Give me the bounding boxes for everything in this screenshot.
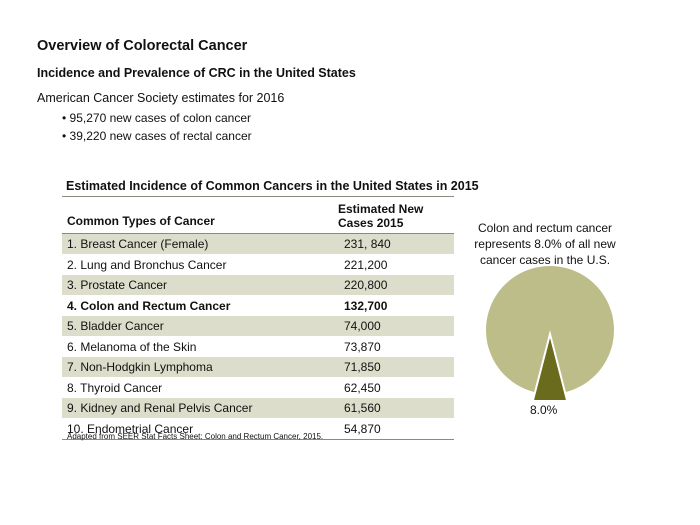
pie-slice-colorectal	[534, 338, 566, 400]
cases-cell: 61,560	[344, 401, 381, 415]
col-header-type: Common Types of Cancer	[67, 214, 215, 228]
pie-slice-other	[486, 266, 614, 392]
table-bottom-border	[62, 439, 454, 440]
cases-cell: 221,200	[344, 257, 388, 272]
cases-cell: 220,800	[344, 278, 388, 292]
table-row: 4. Colon and Rectum Cancer 132,700	[62, 296, 454, 316]
page-subtitle: Incidence and Prevalence of CRC in the U…	[37, 66, 356, 80]
cases-cell: 71,850	[344, 360, 381, 374]
intro-text: American Cancer Society estimates for 20…	[37, 91, 285, 105]
pie-caption-line2: represents 8.0% of all new	[474, 237, 616, 251]
pie-chart	[486, 266, 614, 400]
pie-percent-label: 8.0%	[530, 403, 558, 417]
page-title: Overview of Colorectal Cancer	[37, 38, 248, 54]
table-row: 1. Breast Cancer (Female) 231, 840	[62, 234, 454, 255]
cases-cell: 74,000	[344, 319, 381, 333]
cancer-type-cell: 1. Breast Cancer (Female)	[67, 237, 209, 251]
col-header-cases-line1: Estimated New	[338, 202, 424, 216]
source-note: Adapted from SEER Stat Facts Sheet: Colo…	[67, 432, 324, 441]
table-row: 10. Endometrial Cancer 54,870	[62, 419, 454, 439]
cancer-type-cell: 3. Prostate Cancer	[67, 278, 168, 292]
table-row: 8. Thyroid Cancer 62,450	[62, 378, 454, 398]
cancer-type-cell: 4. Colon and Rectum Cancer	[67, 298, 231, 313]
cancer-type-cell: 8. Thyroid Cancer	[67, 380, 163, 395]
cases-cell: 62,450	[344, 380, 381, 395]
bullet-colon: 95,270 new cases of colon cancer	[62, 109, 252, 127]
pie-caption-line1: Colon and rectum cancer	[477, 221, 613, 235]
cancer-type-cell: 2. Lung and Bronchus Cancer	[67, 257, 227, 272]
pie-caption: Colon and rectum cancer represents 8.0% …	[460, 220, 630, 268]
intro-bullet-list: 95,270 new cases of colon cancer 39,220 …	[62, 109, 252, 145]
cases-cell: 73,870	[344, 339, 381, 354]
col-header-cases: Estimated New Cases 2015	[338, 202, 423, 230]
table-row: 3. Prostate Cancer 220,800	[62, 275, 454, 296]
table-row: 7. Non-Hodgkin Lymphoma 71,850	[62, 357, 454, 378]
pie-caption-line3: cancer cases in the U.S.	[479, 253, 611, 267]
cases-cell: 231, 840	[344, 237, 391, 251]
table-header: Common Types of Cancer Estimated New Cas…	[62, 196, 454, 234]
cancer-type-cell: 6. Melanoma of the Skin	[67, 339, 197, 354]
cases-cell: 132,700	[344, 298, 388, 313]
cancer-type-cell: 5. Bladder Cancer	[67, 319, 164, 333]
table-title: Estimated Incidence of Common Cancers in…	[66, 179, 479, 193]
col-header-cases-line2: Cases 2015	[338, 216, 404, 230]
cancer-type-cell: 7. Non-Hodgkin Lymphoma	[67, 360, 213, 374]
table-row: 6. Melanoma of the Skin 73,870	[62, 337, 454, 357]
cancer-type-cell: 10. Endometrial Cancer	[67, 421, 194, 436]
cancer-type-cell: 9. Kidney and Renal Pelvis Cancer	[67, 401, 253, 415]
cases-cell: 54,870	[344, 421, 381, 436]
table-row: 2. Lung and Bronchus Cancer 221,200	[62, 255, 454, 275]
bullet-rectal: 39,220 new cases of rectal cancer	[62, 127, 252, 145]
table-row: 9. Kidney and Renal Pelvis Cancer 61,560	[62, 398, 454, 419]
cancer-incidence-table: Common Types of Cancer Estimated New Cas…	[62, 196, 454, 440]
table-row: 5. Bladder Cancer 74,000	[62, 316, 454, 337]
